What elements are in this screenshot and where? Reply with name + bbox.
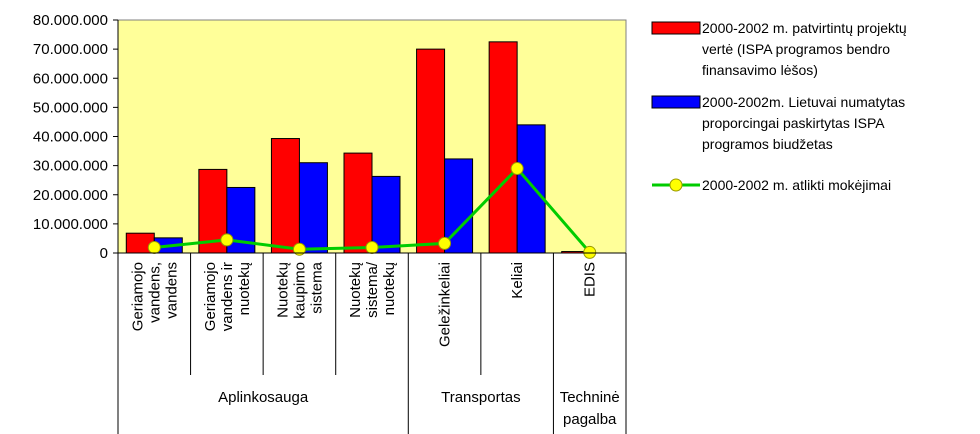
category-label-line: nuotekų (381, 262, 398, 315)
legend-entry-1: programos biudžetas (702, 136, 833, 152)
category-label-0: Geriamojo vandens, vandens (129, 262, 180, 331)
category-label-5: Keliai (509, 262, 526, 299)
group-label-0: Aplinkosauga (218, 389, 309, 406)
legend-entry-0: vertė (ISPA programos bendro (702, 41, 890, 57)
category-label-line: sistema/ (364, 261, 381, 318)
payment-point-0 (147, 240, 161, 254)
category-label-line: kaupimo (291, 262, 308, 319)
legend-entry-2: 2000-2002 m. atlikti mokėjimai (702, 177, 891, 193)
category-label-4: Geležinkeliai (437, 262, 454, 347)
group-label-2: Techninė (560, 389, 620, 406)
y-tick-label: 30.000.000 (33, 158, 108, 175)
category-label-3: Nuotekų sistema/nuotekų (347, 261, 398, 318)
legend-swatch-marker (669, 178, 683, 192)
category-label-line: vandens ir (219, 262, 236, 331)
category-label-line: Geriamojo (202, 262, 219, 331)
y-tick-label: 50.000.000 (33, 99, 108, 116)
legend-entry-0: 2000-2002 m. patvirtintų projektų (702, 20, 907, 36)
y-tick-label: 40.000.000 (33, 129, 108, 146)
category-label-1: Geriamojo vandens ir nuotekų (202, 262, 253, 331)
bar-red-3 (343, 152, 373, 254)
y-tick-label: 80.000.000 (33, 12, 108, 29)
category-label-line: sistema (308, 261, 325, 313)
category-label-line: nuotekų (236, 262, 253, 315)
payment-point-3 (365, 240, 379, 254)
category-label-line: vandens, (146, 262, 163, 323)
category-label-line: EDIS (582, 262, 599, 297)
bar-red-5 (488, 41, 518, 254)
bar-blue-3 (371, 175, 401, 254)
bar-red-4 (416, 48, 446, 254)
legend-swatch-0 (651, 21, 701, 35)
bar-red-2 (270, 138, 300, 254)
category-label-6: EDIS (582, 262, 599, 297)
legend-entry-1: 2000-2002m. Lietuvai numatytas (702, 94, 905, 110)
y-tick-label: 60.000.000 (33, 70, 108, 87)
category-label-line: Geležinkeliai (437, 262, 454, 347)
y-tick-label: 70.000.000 (33, 41, 108, 58)
legend-entry-0: finansavimo lėšos) (702, 62, 818, 78)
category-label-line: vandens (163, 262, 180, 319)
bar-blue-5 (516, 124, 546, 254)
y-tick-label: 20.000.000 (33, 187, 108, 204)
bar-blue-2 (298, 162, 328, 254)
payment-point-6 (583, 245, 597, 259)
category-label-line: Nuotekų (347, 262, 364, 318)
group-label-1: Transportas (441, 389, 520, 406)
legend-entry-1: proporcingai paskirtytas ISPA (702, 115, 885, 131)
payment-point-5 (510, 162, 524, 176)
payment-point-4 (438, 236, 452, 250)
y-tick-label: 0 (100, 245, 108, 262)
payment-point-2 (292, 242, 306, 256)
legend-swatch-1 (651, 95, 701, 109)
y-tick-label: 10.000.000 (33, 216, 108, 233)
category-label-2: Nuotekų kaupimo sistema (274, 261, 325, 318)
group-label-2: pagalba (563, 411, 617, 428)
payment-point-1 (220, 233, 234, 247)
category-label-line: Nuotekų (274, 262, 291, 318)
category-label-line: Keliai (509, 262, 526, 299)
category-label-line: Geriamojo (129, 262, 146, 331)
